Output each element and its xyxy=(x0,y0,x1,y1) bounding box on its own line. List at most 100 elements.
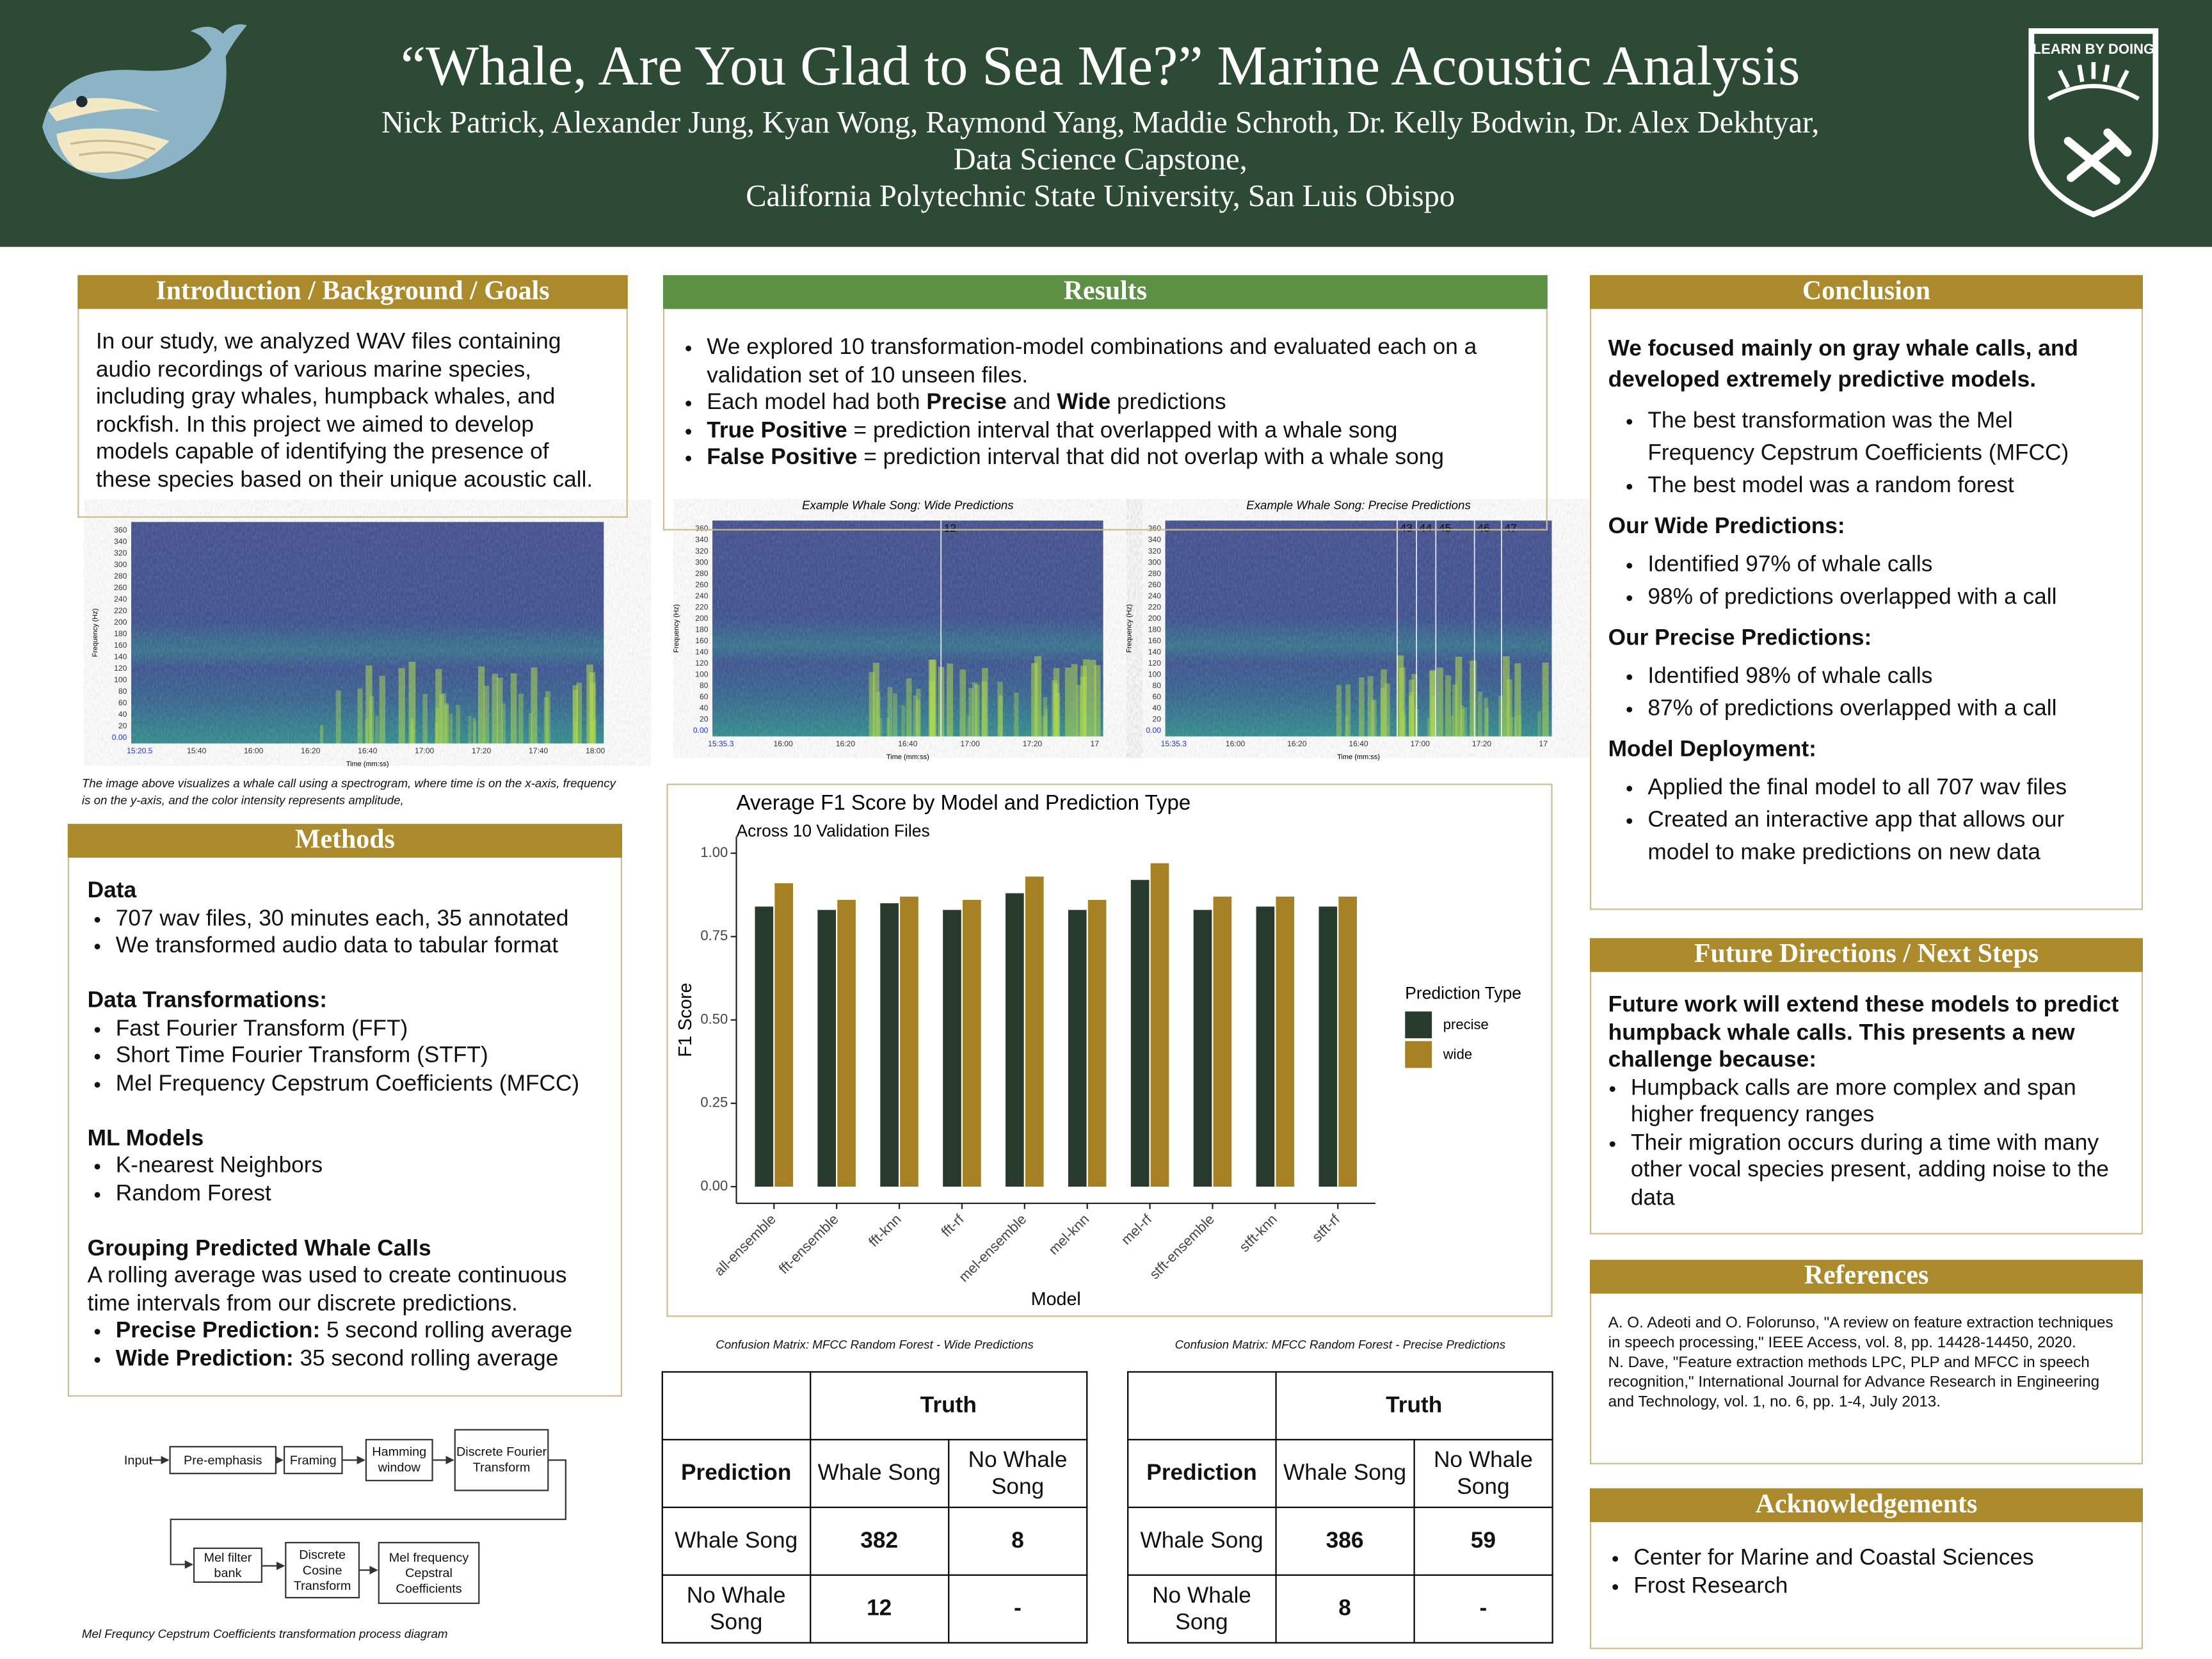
spectrogram-y-tick: 60 xyxy=(118,698,127,707)
spectrogram-energy xyxy=(477,666,485,744)
table-row: No Whale Song 12- xyxy=(661,1574,1088,1644)
spectrogram-energy xyxy=(906,678,912,737)
spectrogram-y-tick: 60 xyxy=(700,692,709,701)
section-body: Center for Marine and Coastal SciencesFr… xyxy=(1590,1522,2144,1649)
spectrogram-x-tick: 17:00 xyxy=(961,739,981,748)
bullet: Created an interactive app that allows o… xyxy=(1647,804,2124,869)
bullet: The best transformation was the Mel Freq… xyxy=(1647,405,2124,470)
section-header: Introduction / Background / Goals xyxy=(77,275,628,309)
bold-text: Wide Prediction: xyxy=(115,1346,294,1371)
header-band xyxy=(0,0,2212,247)
spectrogram-y-tick: 220 xyxy=(114,606,127,615)
spectrogram-y-tick: 340 xyxy=(1148,535,1161,544)
y-tick-label: 1.00 xyxy=(700,844,728,860)
spectrogram-x-tick: 17 xyxy=(1539,739,1548,748)
bullet: Applied the final model to all 707 wav f… xyxy=(1647,772,2124,805)
bullet: 87% of predictions overlapped with a cal… xyxy=(1647,693,2124,725)
bullet: Their migration occurs during a time wit… xyxy=(1631,1129,2124,1212)
confusion-caption: Confusion Matrix: MFCC Random Forest - P… xyxy=(1174,1337,1506,1352)
spectrogram-energy xyxy=(1054,684,1059,737)
block-heading: Our Precise Predictions: xyxy=(1608,626,1872,651)
bullet-list: Center for Marine and Coastal SciencesFr… xyxy=(1591,1522,2142,1599)
y-tick-label: 0.25 xyxy=(700,1094,728,1110)
spectrogram-x-tick: 16:40 xyxy=(1349,739,1368,748)
spectrogram-energy xyxy=(1381,669,1387,737)
bar xyxy=(1068,910,1087,1187)
bar xyxy=(880,903,899,1187)
spectrogram-x-tick: 16:00 xyxy=(244,746,264,755)
section-body: A. O. Adeoti and O. Folorunso, "A review… xyxy=(1590,1294,2144,1464)
section-body: Data707 wav files, 30 minutes each, 35 a… xyxy=(67,858,623,1397)
table-row: No Whale Song 8- xyxy=(1127,1574,1553,1644)
spectrogram-energy xyxy=(1041,716,1045,737)
chart-title: Average F1 Score by Model and Prediction… xyxy=(737,791,1191,815)
block-heading: Our Wide Predictions: xyxy=(1608,515,1845,539)
spectrogram-energy xyxy=(1055,693,1061,737)
prediction-marker-label: 43 xyxy=(1400,522,1413,534)
spectrogram-y-tick: 120 xyxy=(114,664,127,673)
spectrogram-energy xyxy=(1345,716,1349,737)
spectrogram-energy xyxy=(1431,695,1436,737)
spectrogram-energy xyxy=(518,693,524,744)
section-body: In our study, we analyzed WAV files cont… xyxy=(77,309,628,518)
spectrogram-energy xyxy=(364,718,368,744)
spectrogram-energy xyxy=(1431,717,1434,737)
truth-header: Truth xyxy=(809,1371,1088,1441)
spectrogram-energy xyxy=(1064,667,1071,737)
bullet: Identified 97% of whale calls xyxy=(1647,549,2124,581)
text-run: and xyxy=(1006,390,1057,415)
bullet: True Positive = prediction interval that… xyxy=(707,417,1529,444)
spectrogram-energy xyxy=(483,685,490,744)
text-run: = prediction interval that did not overl… xyxy=(857,445,1444,470)
y-axis-title: F1 Score xyxy=(675,982,696,1057)
spectrogram-energy xyxy=(1455,657,1463,737)
bullet: K-nearest Neighbors xyxy=(116,1153,602,1180)
spectrogram-energy xyxy=(1510,717,1514,737)
diagram-node: Input xyxy=(124,1452,153,1467)
spectrogram-energy xyxy=(586,664,593,744)
diagram-node: Discrete Fourier Transform xyxy=(454,1429,549,1491)
bar xyxy=(900,896,918,1187)
spectrogram-x-tick: 15:40 xyxy=(187,746,207,755)
spectrogram-energy xyxy=(879,717,883,737)
spectrogram-energy xyxy=(968,687,974,737)
spectrogram-y-label: Frequency (Hz) xyxy=(92,609,99,657)
spectrogram-y-tick: 340 xyxy=(114,537,127,546)
bullet-list: 707 wav files, 30 minutes each, 35 annot… xyxy=(88,905,602,960)
poster-title: “Whale, Are You Glad to Sea Me?” Marine … xyxy=(400,33,1800,98)
legend-swatch xyxy=(1405,1011,1432,1039)
x-axis-title: Model xyxy=(1031,1289,1081,1310)
truth-header: Truth xyxy=(1274,1371,1553,1441)
spectrogram-y-tick: 220 xyxy=(695,602,708,611)
spectrogram-energy xyxy=(528,713,533,744)
spectrogram-energy xyxy=(365,665,373,744)
spectrogram-energy xyxy=(468,716,472,744)
spectrogram-y-tick: 120 xyxy=(695,659,708,668)
spectrogram-energy xyxy=(1409,692,1414,737)
methods-block: Data Transformations:Fast Fourier Transf… xyxy=(88,988,602,1098)
row-header: Whale Song xyxy=(1127,1506,1276,1576)
methods-content: Data707 wav files, 30 minutes each, 35 a… xyxy=(69,858,621,1372)
spectrogram-energy xyxy=(1507,679,1512,737)
bar xyxy=(1150,863,1169,1187)
count-cell: 12 xyxy=(809,1574,949,1644)
block-heading: Data xyxy=(87,879,137,903)
bullet: Frost Research xyxy=(1633,1572,2124,1599)
diagram-node: Discrete Cosine Transform xyxy=(285,1542,360,1599)
spectrogram-y-tick: 320 xyxy=(695,547,708,556)
spectrogram-energy xyxy=(1358,677,1365,737)
spectrogram-y-tick: 180 xyxy=(1148,625,1161,634)
spectrogram-y-tick: 20 xyxy=(118,721,127,730)
university-logo xyxy=(2028,28,2159,218)
spectrogram-y-tick: 80 xyxy=(118,687,127,696)
section-body: Future work will extend these models to … xyxy=(1590,972,2144,1235)
column-header: No Whale Song xyxy=(1413,1439,1553,1509)
spectrogram-x-tick: 17 xyxy=(1091,739,1100,748)
bar xyxy=(1130,879,1150,1187)
spectrogram-caption: The image above visualizes a whale call … xyxy=(81,776,616,807)
diagram-connector xyxy=(170,1459,566,1569)
spectrogram-y-tick: 40 xyxy=(118,710,127,719)
spectrogram-x-tick: 17:20 xyxy=(472,746,492,755)
spectrogram-energy xyxy=(435,669,442,744)
